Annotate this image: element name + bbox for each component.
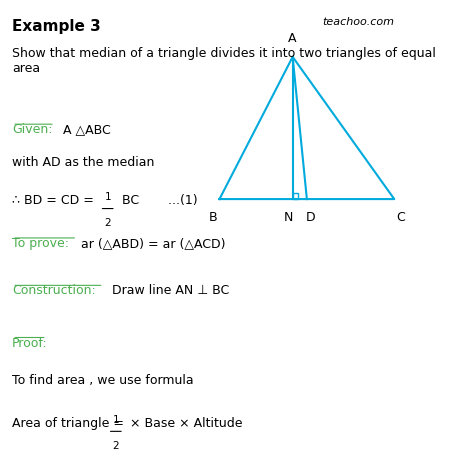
Text: Construction:: Construction: — [12, 284, 96, 297]
Text: teachoo.com: teachoo.com — [322, 17, 394, 27]
Text: ∴ BD = CD =: ∴ BD = CD = — [12, 194, 98, 207]
Bar — [292, 193, 298, 199]
Text: To prove:: To prove: — [12, 237, 69, 250]
Text: Draw line AN ⊥ BC: Draw line AN ⊥ BC — [104, 284, 229, 297]
Text: Given:: Given: — [12, 123, 53, 136]
Text: Show that median of a triangle divides it into two triangles of equal
area: Show that median of a triangle divides i… — [12, 47, 436, 75]
Text: A: A — [288, 32, 297, 45]
Text: BC: BC — [118, 194, 139, 207]
Text: 1: 1 — [104, 192, 111, 202]
Text: Proof:: Proof: — [12, 337, 48, 349]
Text: 1: 1 — [112, 415, 119, 425]
Text: with AD as the median: with AD as the median — [12, 156, 155, 169]
Text: N: N — [284, 211, 293, 224]
Text: D: D — [306, 211, 316, 224]
Text: × Base × Altitude: × Base × Altitude — [126, 417, 243, 430]
Text: B: B — [209, 211, 218, 224]
Text: C: C — [396, 211, 405, 224]
Text: ar (△ABD) = ar (△ACD): ar (△ABD) = ar (△ACD) — [77, 237, 226, 250]
Text: To find area , we use formula: To find area , we use formula — [12, 374, 194, 387]
Text: 2: 2 — [104, 218, 111, 228]
Text: ...(1): ...(1) — [156, 194, 198, 207]
Text: 2: 2 — [112, 441, 119, 451]
Text: Example 3: Example 3 — [12, 19, 101, 34]
Text: A △ABC: A △ABC — [55, 123, 110, 136]
Text: Area of triangle =: Area of triangle = — [12, 417, 128, 430]
